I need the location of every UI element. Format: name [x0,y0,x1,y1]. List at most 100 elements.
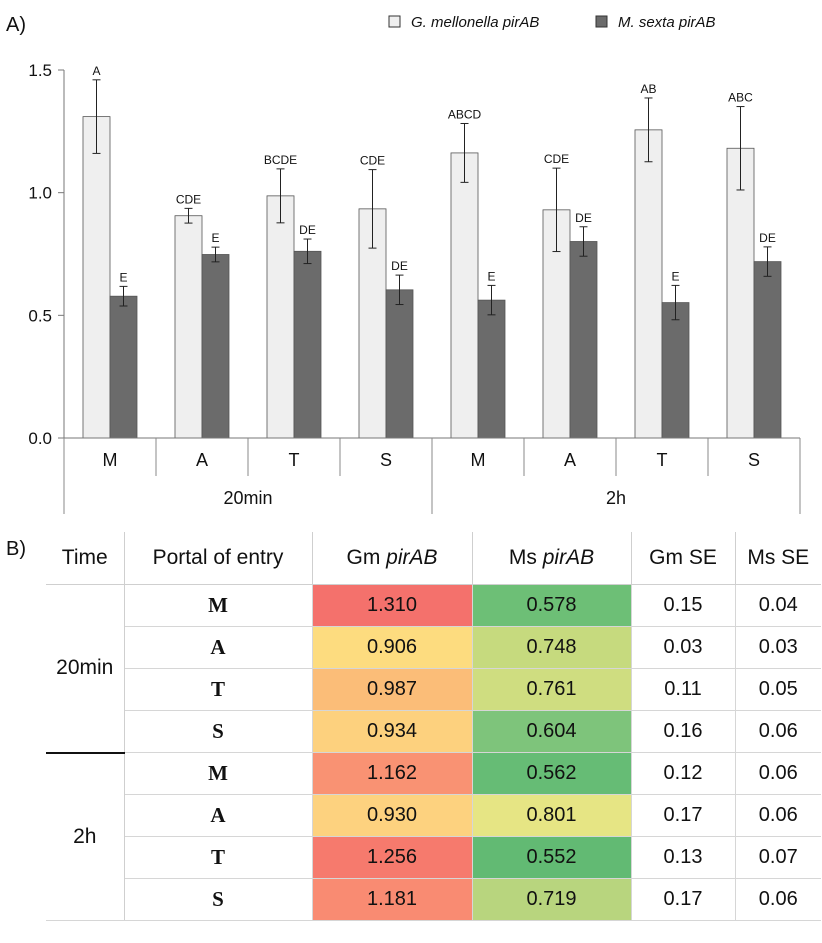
gm-value-cell: 0.987 [312,668,473,711]
significance-label: CDE [544,152,569,166]
bar [109,295,138,439]
table-row: 2h M 1.162 0.562 0.12 0.06 [46,751,821,921]
header-ms-prefix: Ms [508,546,543,569]
ms-value-cell: 0.748 [472,626,632,669]
x-category-label: A [564,450,576,470]
gm-value-cell: 1.256 [312,836,473,879]
header-ms-se: Ms SE [735,532,821,585]
significance-label: E [119,270,127,284]
significance-label: E [211,231,219,245]
x-category-label: S [748,450,760,470]
ms-se-cell: 0.06 [735,794,821,837]
legend-swatch [388,15,401,28]
ms-value-cell: 0.719 [472,878,632,921]
bar [726,147,755,439]
table-body: 20min M 1.310 0.578 0.15 0.04 A 0.906 0.748 0.03 0… [46,584,821,921]
significance-label: CDE [360,154,385,168]
ms-se-cell: 0.06 [735,878,821,921]
table-row: T 1.256 0.552 0.13 0.07 [46,836,821,879]
y-axis: 0.0 0.5 1.0 1.5 [28,61,65,448]
table-row: S 0.934 0.604 0.16 0.06 [46,710,821,753]
legend-swatch [595,15,608,28]
bar [82,116,111,439]
x-group-label: 2h [606,488,626,508]
y-tick-label: 0.5 [28,306,52,325]
portal-cell: M [124,584,313,627]
header-gm-prefix: Gm [346,546,387,569]
bar [293,250,322,439]
table-row: T 0.987 0.761 0.11 0.05 [46,668,821,711]
panel-a-label: A) [6,14,26,36]
time-cell: 20min [46,584,125,753]
panel-b-label: B) [6,538,26,560]
gm-value-cell: 1.310 [312,584,473,627]
header-gm-pirab: Gm pirAB [312,532,473,585]
significance-label: DE [575,211,592,225]
portal-cell: S [124,710,313,753]
gm-value-cell: 1.162 [312,752,473,795]
significance-label: ABCD [448,107,482,121]
portal-cell: T [124,668,313,711]
gm-se-cell: 0.16 [631,710,736,753]
header-time: Time [46,532,125,585]
gm-value-cell: 1.181 [312,878,473,921]
time-cell: 2h [46,751,125,921]
significance-label: A [92,64,100,78]
x-category-label: T [657,450,668,470]
bar [634,129,663,439]
x-axis: M A T S M A T S 20min 2h [63,437,801,514]
ms-value-cell: 0.562 [472,752,632,795]
bar [753,261,782,439]
portal-cell: S [124,878,313,921]
y-tick-label: 1.0 [28,184,52,203]
x-category-label: M [103,450,118,470]
significance-label: DE [759,231,776,245]
gm-se-cell: 0.17 [631,794,736,837]
header-gm-se: Gm SE [631,532,736,585]
ms-value-cell: 0.604 [472,710,632,753]
x-category-label: A [196,450,208,470]
portal-cell: A [124,794,313,837]
ms-se-cell: 0.06 [735,752,821,795]
ms-se-cell: 0.03 [735,626,821,669]
header-ms-pirab: Ms pirAB [472,532,632,585]
gm-se-cell: 0.11 [631,668,736,711]
ms-value-cell: 0.552 [472,836,632,879]
header-portal: Portal of entry [124,532,313,585]
significance-label: CDE [176,192,201,206]
x-group-label: 20min [223,488,272,508]
table-header-row: Time Portal of entry Gm pirAB Ms pirAB G… [46,532,821,585]
portal-cell: M [124,752,313,795]
y-tick-label: 1.5 [28,61,52,80]
significance-label: E [487,269,495,283]
bar [385,289,414,439]
legend-label: M. sexta pirAB [618,14,716,31]
ms-se-cell: 0.04 [735,584,821,627]
ms-value-cell: 0.578 [472,584,632,627]
table-row: 20min M 1.310 0.578 0.15 0.04 [46,584,821,753]
bar [661,302,690,439]
bar [266,195,295,439]
ms-value-cell: 0.761 [472,668,632,711]
ms-value-cell: 0.801 [472,794,632,837]
legend: G. mellonella pirAB M. sexta pirAB [388,14,716,31]
x-category-label: T [289,450,300,470]
x-category-label: M [471,450,486,470]
bar [569,241,598,439]
gm-se-cell: 0.12 [631,752,736,795]
bar [174,215,203,439]
ms-se-cell: 0.05 [735,668,821,711]
x-category-label: S [380,450,392,470]
y-tick-label: 0.0 [28,429,52,448]
significance-label: AB [640,82,656,96]
table-row: S 1.181 0.719 0.17 0.06 [46,878,821,921]
ms-se-cell: 0.06 [735,710,821,753]
header-ms-italic: pirAB [542,546,595,569]
bar [477,299,506,439]
significance-label: DE [299,223,316,237]
bar [201,254,230,439]
data-table: Time Portal of entry Gm pirAB Ms pirAB G… [46,532,821,921]
gm-se-cell: 0.15 [631,584,736,627]
table-row: A 0.906 0.748 0.03 0.03 [46,626,821,669]
